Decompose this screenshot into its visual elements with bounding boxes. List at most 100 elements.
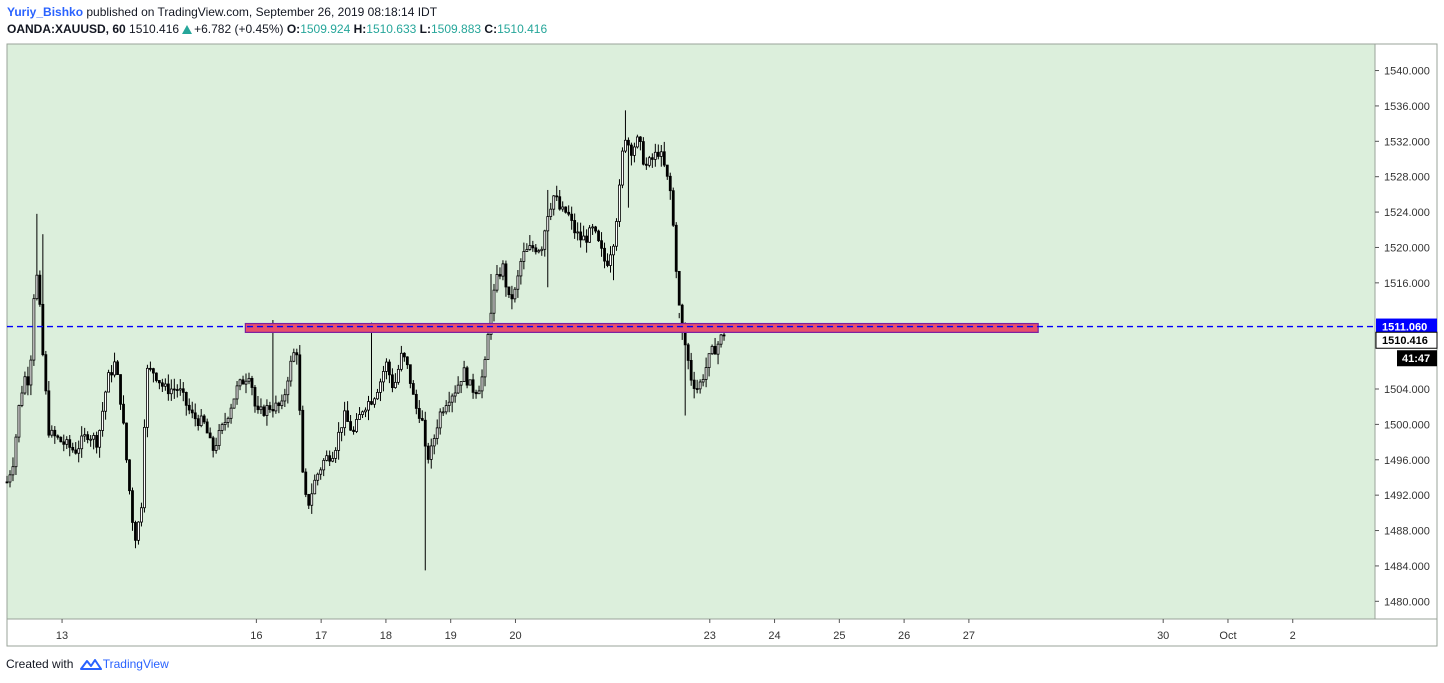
- candle: [295, 348, 299, 365]
- candle: [178, 379, 182, 396]
- candle: [47, 381, 51, 438]
- candle: [41, 234, 45, 357]
- candle: [157, 380, 161, 390]
- candle: [86, 431, 90, 444]
- candle: [429, 438, 433, 469]
- y-tick-label: 1492.000: [1384, 490, 1430, 502]
- candle: [393, 373, 397, 389]
- candle: [507, 286, 511, 298]
- high-label: H:: [353, 22, 367, 36]
- x-axis-ticks: 13 16 17 18 19 20 23 24 25 26 27 30 Oct 2: [56, 619, 1296, 642]
- y-tick-label: 1516.000: [1384, 278, 1430, 290]
- candle: [659, 144, 663, 167]
- candle: [232, 398, 236, 409]
- y-tick-label: 1504.000: [1384, 384, 1430, 396]
- created-with-text: Created with: [6, 657, 74, 671]
- candle: [304, 468, 308, 498]
- candle: [519, 258, 523, 285]
- y-tick-label: 1496.000: [1384, 455, 1430, 467]
- y-tick-label: 1536.000: [1384, 101, 1430, 113]
- candle: [214, 437, 218, 454]
- author-link[interactable]: Yuriy_Bishko: [7, 5, 84, 19]
- y-tick-label: 1524.000: [1384, 207, 1430, 219]
- x-tick-label: 18: [380, 630, 392, 642]
- candle: [630, 142, 633, 166]
- bar-countdown: 41:47: [1402, 353, 1430, 365]
- candle: [110, 365, 113, 383]
- candle: [528, 235, 532, 251]
- candle: [23, 371, 27, 395]
- candle: [405, 356, 409, 369]
- candle: [635, 134, 639, 149]
- candle: [361, 410, 364, 419]
- candle: [540, 246, 544, 256]
- tradingview-link[interactable]: TradingView: [102, 657, 169, 671]
- y-tick-label: 1488.000: [1384, 526, 1430, 538]
- candle: [385, 358, 388, 380]
- tradingview-logo-icon: [79, 659, 102, 670]
- candle: [29, 355, 33, 396]
- candle: [11, 457, 15, 482]
- candle: [656, 144, 660, 160]
- up-arrow-icon: [182, 25, 193, 34]
- candle: [441, 407, 445, 416]
- published-text: published on TradingView.com, September …: [86, 5, 438, 19]
- candle: [352, 426, 355, 435]
- candle: [456, 376, 460, 394]
- candle: [510, 285, 514, 310]
- candle: [80, 426, 84, 458]
- candle: [558, 190, 562, 211]
- candle: [107, 369, 110, 393]
- candle: [241, 375, 245, 385]
- candle: [346, 401, 349, 422]
- candle: [546, 189, 550, 288]
- candle: [187, 398, 191, 415]
- candle: [280, 394, 284, 410]
- candle: [624, 110, 627, 153]
- candle: [131, 487, 134, 531]
- candle: [166, 374, 170, 401]
- candle: [459, 381, 463, 394]
- candle: [650, 153, 654, 168]
- candle: [68, 434, 72, 457]
- candle: [143, 419, 146, 513]
- time-axis[interactable]: [6, 618, 1438, 647]
- candle: [92, 432, 96, 450]
- candle: [160, 378, 164, 392]
- resistance-zone[interactable]: [244, 322, 1039, 333]
- candle: [313, 474, 317, 495]
- candle: [259, 398, 263, 415]
- candle: [522, 242, 526, 270]
- high-value: 1510.633: [366, 22, 417, 36]
- candle: [65, 436, 69, 449]
- candle: [59, 436, 63, 443]
- candle: [175, 384, 179, 398]
- candle: [184, 391, 188, 416]
- candle: [50, 425, 54, 438]
- candle: [379, 378, 382, 402]
- candle: [211, 435, 215, 458]
- candle: [26, 366, 30, 396]
- y-tick-label: 1540.000: [1384, 66, 1430, 78]
- last-price-label: 1510.416: [1375, 331, 1438, 349]
- candle: [382, 365, 385, 392]
- candle: [56, 434, 60, 440]
- candle: [71, 442, 75, 453]
- x-tick-label: 26: [898, 630, 910, 642]
- candle: [104, 390, 107, 420]
- candle: [119, 374, 122, 410]
- candle: [627, 137, 630, 208]
- x-tick-label: Oct: [1219, 630, 1236, 642]
- candle: [229, 403, 233, 424]
- candle: [391, 368, 394, 393]
- candle: [364, 407, 367, 418]
- candle: [567, 205, 571, 217]
- candle: [343, 401, 347, 436]
- x-tick-label: 13: [56, 630, 68, 642]
- candle: [402, 352, 406, 362]
- candle: [334, 447, 338, 463]
- candle: [140, 502, 143, 527]
- candle: [5, 475, 9, 484]
- x-tick-label: 25: [833, 630, 845, 642]
